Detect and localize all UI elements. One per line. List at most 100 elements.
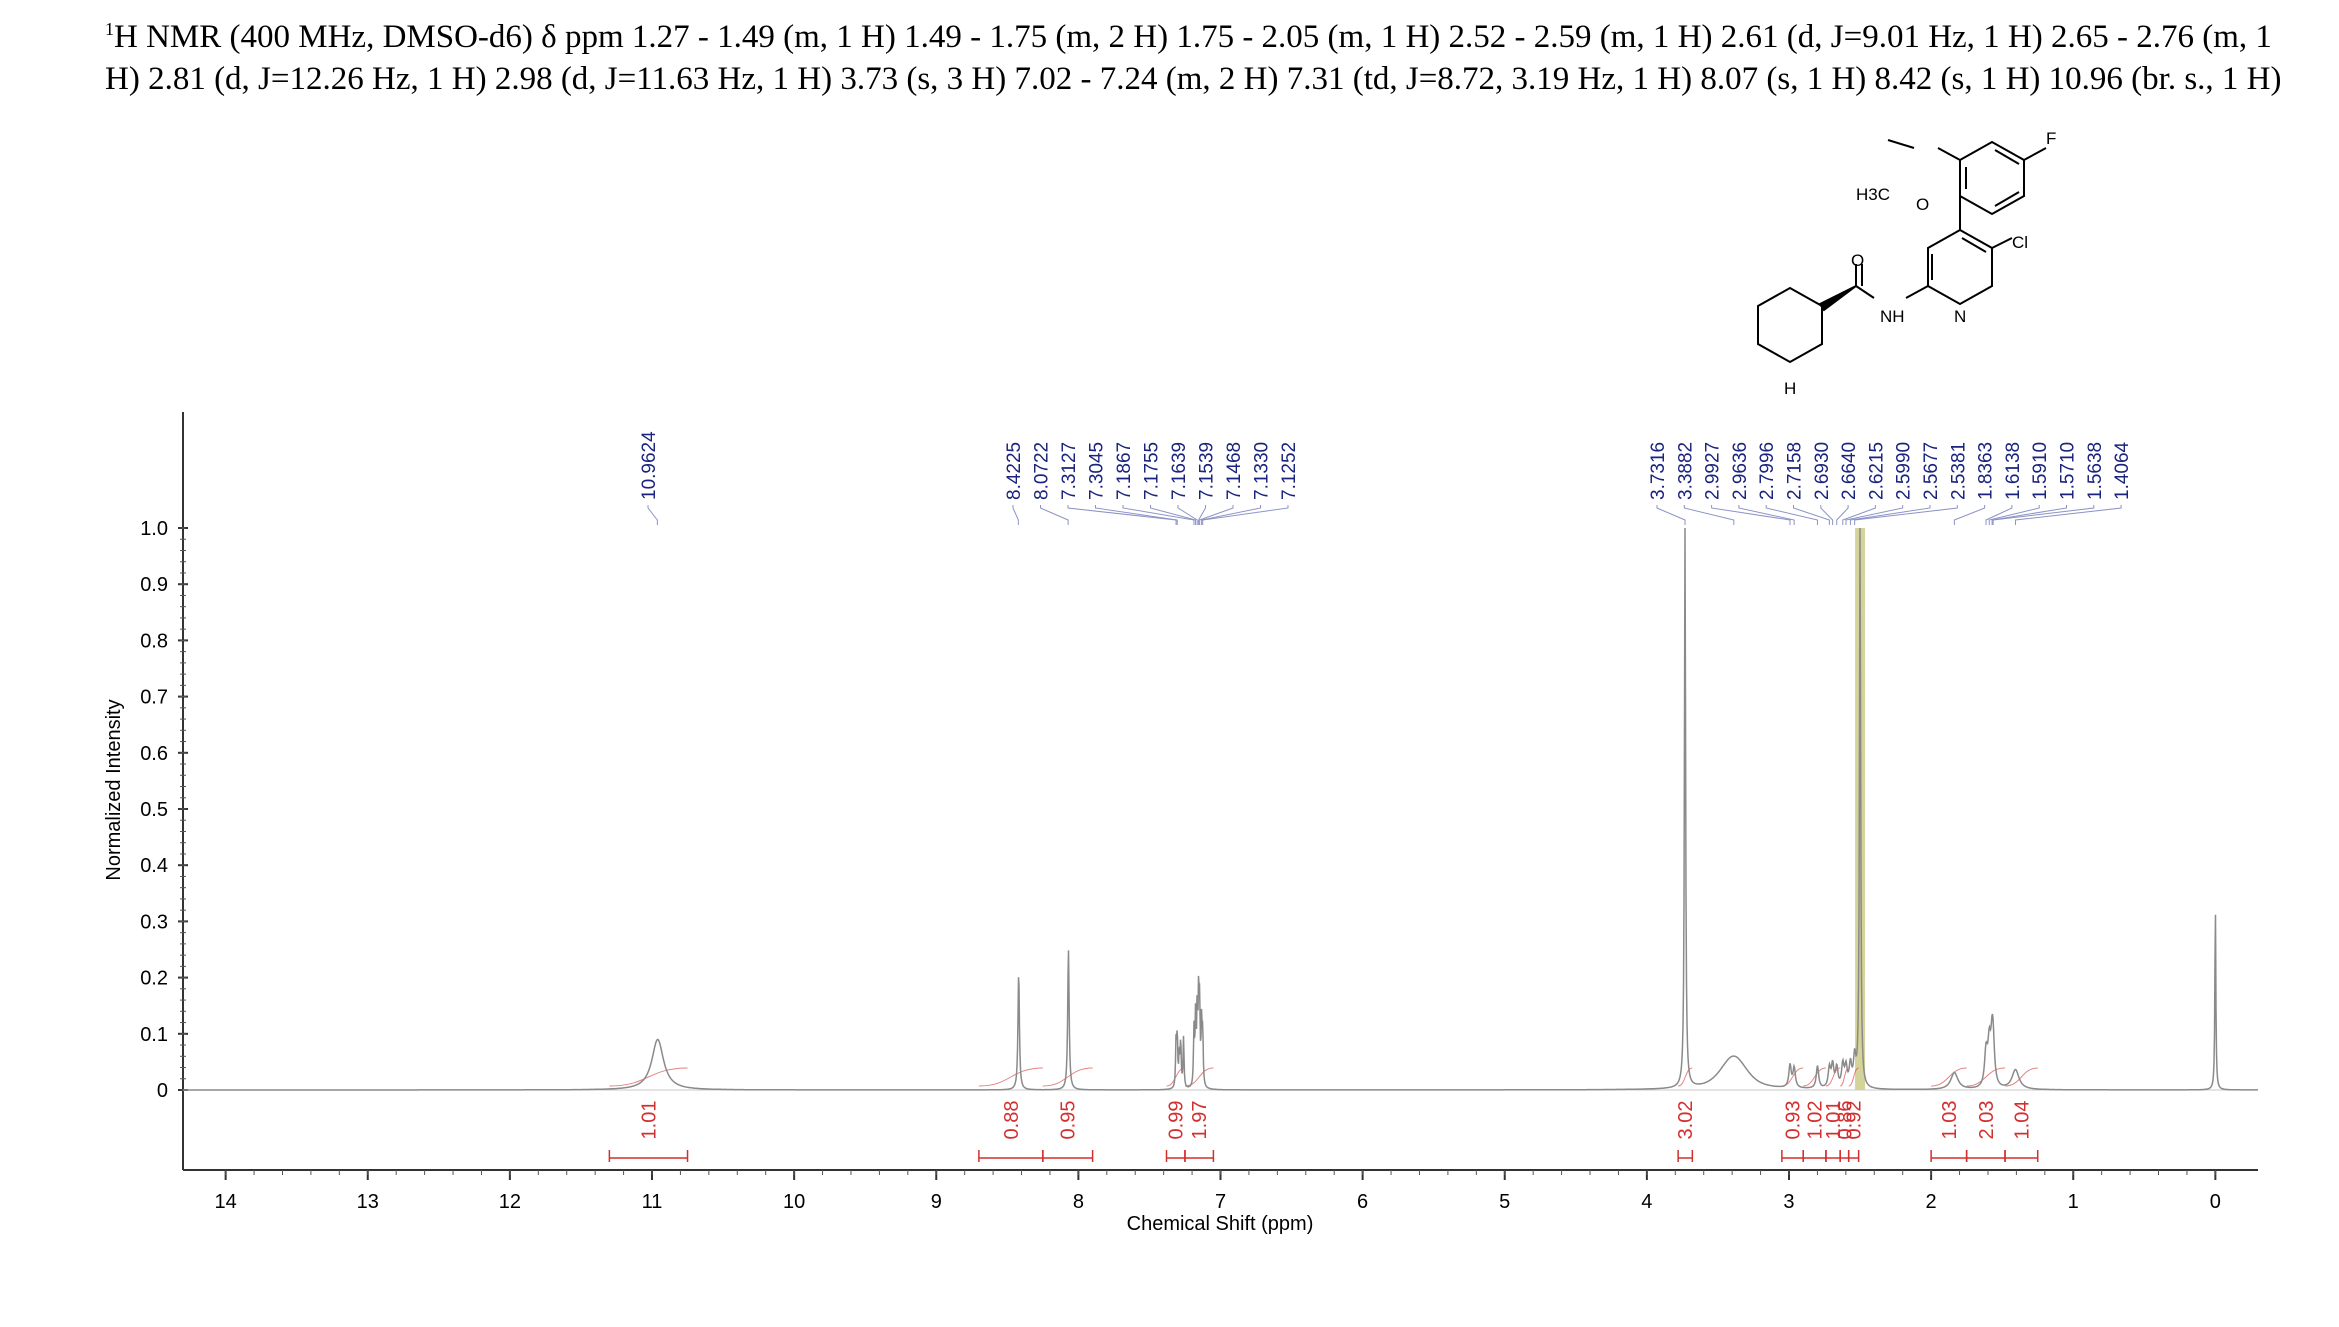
peak-shift-label: 7.3127 <box>1059 442 1080 500</box>
peak-shift-label: 1.6138 <box>2003 442 2024 500</box>
peak-shift-label: 7.1252 <box>1279 442 1300 500</box>
x-tick-label: 0 <box>2210 1191 2221 1213</box>
peak-label-leader <box>1836 505 1849 525</box>
peak-label-leader <box>1150 505 1197 525</box>
peak-label-leader <box>1202 505 1289 525</box>
x-tick-label: 14 <box>215 1191 237 1213</box>
peak-label-leader <box>1683 505 1735 525</box>
y-tick-label: 0.7 <box>140 687 168 709</box>
structure-label-cl: Cl <box>2012 233 2028 252</box>
bond-to-chlorine <box>1991 237 2013 249</box>
y-tick-label: 0.6 <box>140 743 168 765</box>
peak-shift-label: 1.8363 <box>1976 442 1997 500</box>
peak-shift-label: 7.1330 <box>1252 442 1273 500</box>
chemical-structure <box>1757 139 2047 364</box>
x-tick-label: 12 <box>499 1191 521 1213</box>
integral-curve <box>1184 1067 1214 1087</box>
peak-shift-label: 2.5677 <box>1921 442 1942 500</box>
integral-curve <box>2004 1067 2038 1087</box>
structure-label-nh: NH <box>1880 307 1905 326</box>
bond-to-methoxy-oxygen <box>1937 147 1961 161</box>
y-tick-label: 0.4 <box>140 855 168 877</box>
integral-value-label: 0.86 <box>1834 1101 1856 1140</box>
integral-value-label: 2.03 <box>1976 1101 1998 1140</box>
peak-shift-label: 1.5710 <box>2058 442 2079 500</box>
peak-label-leader <box>1067 505 1177 525</box>
y-tick-label: 1.0 <box>140 518 168 540</box>
integral-value-label: 1.01 <box>638 1101 660 1140</box>
nucleus-superscript: 1 <box>105 19 114 39</box>
peak-shift-label: 2.7158 <box>1785 442 1806 500</box>
structure-label-carbonyl-o: O <box>1851 251 1864 270</box>
integral-curve <box>609 1067 688 1087</box>
peak-label-leader <box>1842 505 1876 525</box>
integral-value-label: 3.02 <box>1675 1101 1697 1140</box>
peak-shift-label: 3.7316 <box>1648 442 1669 500</box>
peak-shift-label: 8.0722 <box>1032 442 1053 500</box>
y-tick-label: 0.1 <box>140 1024 168 1046</box>
integral-curve <box>1825 1067 1841 1087</box>
peak-shift-label: 7.1639 <box>1169 442 1190 500</box>
x-tick-label: 4 <box>1641 1191 1652 1213</box>
peak-label-leader <box>1849 505 1931 525</box>
y-tick-label: 0 <box>157 1080 168 1102</box>
peak-shift-label: 2.9927 <box>1703 442 1724 500</box>
pyridine-ring <box>1927 228 1993 306</box>
integral-curve <box>1803 1067 1827 1087</box>
peak-shift-label: 2.9636 <box>1730 442 1751 500</box>
x-tick-label: 7 <box>1215 1191 1226 1213</box>
solvent-highlight <box>1855 528 1866 1090</box>
structure-label-f: F <box>2046 129 2056 148</box>
peak-shift-label: 10.9624 <box>639 431 660 500</box>
peak-label-leader <box>1953 505 1986 525</box>
y-tick-label: 0.5 <box>140 799 168 821</box>
integral-value-label: 1.03 <box>1939 1101 1961 1140</box>
peak-label-leader <box>1012 505 1019 525</box>
integral-curve <box>1042 1067 1093 1087</box>
peak-shift-label: 3.3882 <box>1675 442 1696 500</box>
x-axis-label: Chemical Shift (ppm) <box>1127 1213 1314 1235</box>
peak-shift-label: 1.5638 <box>2085 442 2106 500</box>
peak-label-leader <box>1854 505 1958 525</box>
peak-shift-label: 1.5910 <box>2030 442 2051 500</box>
peak-label-leader <box>1991 505 2067 525</box>
integral-value-label: 0.99 <box>1166 1101 1188 1140</box>
ring-double-bond <box>1994 191 2020 207</box>
nmr-description: 1H NMR (400 MHz, DMSO-d6) δ ppm 1.27 - 1… <box>105 8 2305 100</box>
y-tick-label: 0.8 <box>140 630 168 652</box>
peak-label-leader <box>1201 505 1261 525</box>
x-tick-label: 2 <box>1926 1191 1937 1213</box>
peak-label-leader <box>1820 505 1834 525</box>
bond-methoxy-methyl <box>1887 139 1915 149</box>
peak-shift-label: 2.6930 <box>1812 442 1833 500</box>
integral-curve <box>1966 1067 2006 1087</box>
nmr-description-text: H NMR (400 MHz, DMSO-d6) δ ppm 1.27 - 1.… <box>105 19 2282 97</box>
ring-double-bond <box>1994 149 2020 165</box>
peak-shift-label: 7.1867 <box>1114 442 1135 500</box>
x-tick-label: 10 <box>783 1191 805 1213</box>
peak-shift-label: 2.6215 <box>1866 442 1887 500</box>
peak-shift-label: 7.1539 <box>1197 442 1218 500</box>
peak-shift-label: 7.1468 <box>1224 442 1245 500</box>
fluorophenyl-ring <box>1959 140 2025 216</box>
peak-shift-label: 8.4225 <box>1004 442 1025 500</box>
integral-curve <box>1678 1067 1693 1087</box>
integral-value-label: 1.01 <box>1823 1101 1845 1140</box>
structure-label-pyridine-n: N <box>1954 307 1966 326</box>
integral-value-label: 1.02 <box>1805 1101 1827 1140</box>
peak-label-leader <box>1738 505 1795 525</box>
structure-label-h3c: H3C <box>1856 185 1890 204</box>
peak-shift-label: 2.6640 <box>1839 442 1860 500</box>
integral-value-label: 1.97 <box>1189 1101 1211 1140</box>
peak-shift-label: 7.3045 <box>1087 442 1108 500</box>
peak-label-leader <box>1040 505 1069 525</box>
y-tick-label: 0.2 <box>140 968 168 990</box>
bond-to-amide-nitrogen <box>1905 285 1929 299</box>
peak-label-leader <box>1177 505 1198 525</box>
integral-value-label: 1.04 <box>2011 1101 2033 1140</box>
x-tick-label: 3 <box>1783 1191 1794 1213</box>
peak-label-leader <box>1765 505 1818 525</box>
y-tick-label: 0.3 <box>140 911 168 933</box>
piperidine-ring <box>1757 286 1823 364</box>
